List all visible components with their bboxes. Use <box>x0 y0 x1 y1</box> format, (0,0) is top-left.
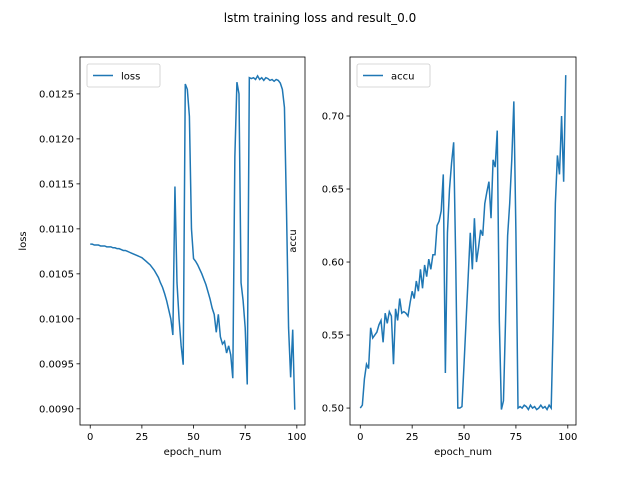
x-axis-label: epoch_num <box>164 447 222 458</box>
legend-box <box>356 63 431 88</box>
y-tick-label: 0.60 <box>322 258 344 269</box>
x-axis-label: epoch_num <box>434 447 492 458</box>
x-tick-label: 100 <box>558 432 577 443</box>
x-tick-label: 0 <box>357 432 363 443</box>
y-tick-label: 0.0115 <box>39 179 74 190</box>
data-line <box>90 74 296 410</box>
legend-label: loss <box>121 72 140 83</box>
axes-frame <box>349 56 577 426</box>
y-tick-label: 0.70 <box>322 111 344 122</box>
legend-label: accu <box>391 72 414 83</box>
data-line <box>359 75 567 411</box>
y-tick-label: 0.55 <box>322 331 344 342</box>
x-tick-label: 75 <box>510 432 523 443</box>
x-tick-label: 75 <box>239 432 252 443</box>
x-tick-label: 25 <box>136 432 149 443</box>
legend-box <box>86 63 161 88</box>
x-tick-label: 0 <box>87 432 93 443</box>
x-tick-label: 25 <box>406 432 419 443</box>
y-tick-label: 0.0105 <box>39 269 74 280</box>
y-tick-label: 0.0095 <box>39 359 74 370</box>
y-axis-label: loss <box>18 231 29 250</box>
figure-title: lstm training loss and result_0.0 <box>224 11 417 25</box>
y-tick-label: 0.65 <box>322 185 344 196</box>
y-tick-label: 0.0090 <box>39 404 74 415</box>
x-tick-label: 100 <box>287 432 306 443</box>
x-tick-label: 50 <box>187 432 200 443</box>
y-tick-label: 0.0100 <box>39 314 74 325</box>
y-tick-label: 0.50 <box>322 404 344 415</box>
x-tick-label: 50 <box>458 432 471 443</box>
y-tick-label: 0.0110 <box>39 224 74 235</box>
y-tick-label: 0.0125 <box>39 89 74 100</box>
axes-frame <box>79 56 306 426</box>
y-axis-label: accu <box>288 229 299 252</box>
y-tick-label: 0.0120 <box>39 134 74 145</box>
